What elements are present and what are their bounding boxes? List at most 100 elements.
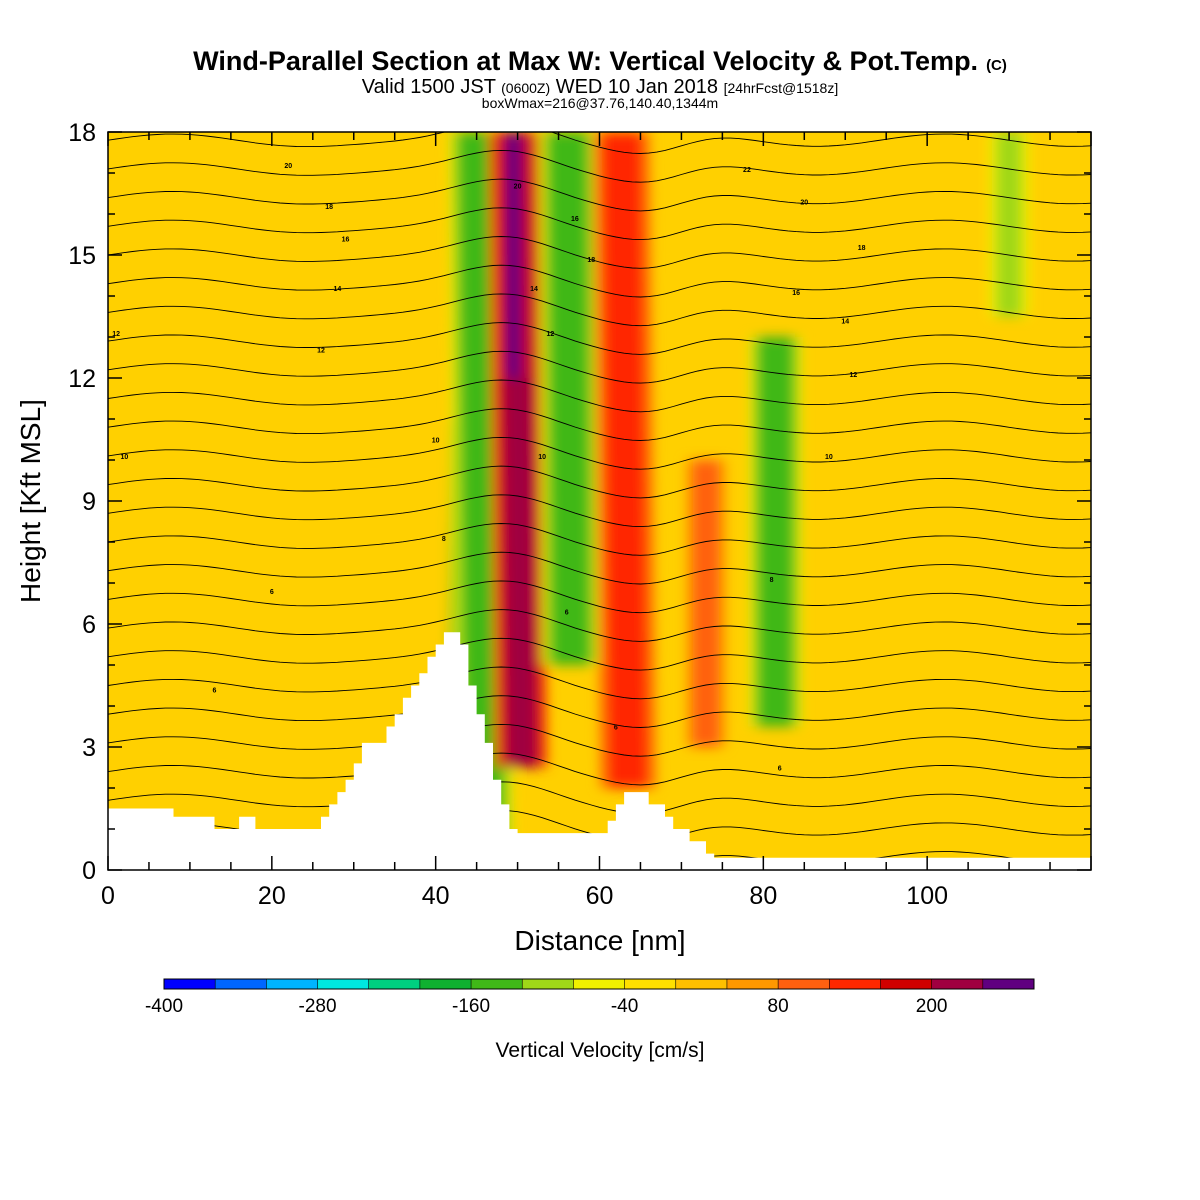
theta-contour <box>108 465 1091 499</box>
theta-contour <box>108 436 1091 470</box>
contour-label: 10 <box>825 454 833 461</box>
contour-label: 14 <box>333 286 341 293</box>
colorbar-swatch <box>726 979 779 989</box>
colorbar-swatch <box>522 979 574 989</box>
chart-subtitle: Valid 1500 JST (0600Z) WED 10 Jan 2018 [… <box>362 76 838 98</box>
x-tick-label: 100 <box>906 882 948 910</box>
colorbar-swatch <box>675 979 728 989</box>
theta-contour <box>108 637 1091 671</box>
contour-label: 6 <box>778 766 782 773</box>
contour-label: 12 <box>112 331 120 338</box>
contour-label: 14 <box>530 286 538 293</box>
theta-contour <box>108 695 1091 728</box>
x-tick-label: 0 <box>101 882 115 910</box>
contour-label: 18 <box>858 245 866 252</box>
theta-contour <box>108 523 1091 556</box>
colorbar-tick-label: -160 <box>452 996 490 1017</box>
contour-label: 20 <box>800 200 808 207</box>
contour-label: 16 <box>571 216 579 223</box>
vv-band <box>695 460 717 747</box>
y-tick-label: 9 <box>82 488 96 516</box>
theta-contour <box>108 350 1091 384</box>
contour-label: 20 <box>514 183 522 190</box>
vv-band <box>506 132 521 378</box>
contour-label: 12 <box>850 372 858 379</box>
vv-band <box>605 132 645 788</box>
theta-contour <box>108 207 1091 241</box>
contour-label: 20 <box>284 163 292 170</box>
colorbar-tick-labels: -400 -280 -160 -40 80 200 <box>145 996 948 1017</box>
contour-label: 6 <box>565 610 569 617</box>
colorbar-tick-label: 200 <box>916 996 948 1017</box>
colorbar-swatch <box>573 979 626 989</box>
colorbar-swatch <box>778 979 830 989</box>
colorbar-swatch <box>471 979 523 989</box>
colorbar-swatch <box>829 979 881 989</box>
theta-contour <box>108 609 1091 642</box>
colorbar-swatch <box>982 979 1035 989</box>
theta-contour <box>108 666 1091 700</box>
y-tick-label: 12 <box>68 365 96 393</box>
contour-label: 6 <box>213 688 217 695</box>
contour-label: 10 <box>432 438 440 445</box>
contour-label: 14 <box>841 319 849 326</box>
contour-label: 6 <box>270 589 274 596</box>
y-tick-labels: 0 3 6 9 12 15 18 <box>68 119 96 885</box>
contour-label: 12 <box>317 347 325 354</box>
theta-contour <box>108 494 1091 528</box>
vv-band <box>761 337 791 727</box>
contour-label: 12 <box>546 331 554 338</box>
colorbar-tick-label: -280 <box>299 996 337 1017</box>
theta-contour <box>108 408 1091 441</box>
colorbar-tick-label: 80 <box>768 996 789 1017</box>
y-tick-label: 0 <box>82 857 96 885</box>
chart-subtitle-2: boxWmax=216@37.76,140.40,1344m <box>482 95 718 111</box>
theta-contour <box>108 580 1091 614</box>
theta-contour <box>108 322 1091 355</box>
x-tick-label: 20 <box>258 882 286 910</box>
plot-area: 20 18 16 14 12 12 10 10 8 6 6 20 14 12 10 16 18 6 6 22 20 18 1… <box>108 132 1091 870</box>
contour-label: 10 <box>538 454 546 461</box>
theta-contour <box>108 236 1091 269</box>
vv-band <box>551 132 587 665</box>
x-tick-label: 40 <box>422 882 450 910</box>
theta-contour <box>108 781 1091 815</box>
x-tick-label: 60 <box>586 882 614 910</box>
y-tick-label: 3 <box>82 734 96 762</box>
theta-contour <box>108 178 1091 212</box>
contour-label: 8 <box>770 577 774 584</box>
colorbar-swatch <box>880 979 933 989</box>
contour-label: 18 <box>325 204 333 211</box>
terrain <box>108 632 1091 870</box>
contour-label: 16 <box>342 237 350 244</box>
colorbar-swatch <box>931 979 984 989</box>
contour-label: 18 <box>587 257 595 264</box>
theta-contour <box>108 752 1091 786</box>
theta-contour <box>108 723 1091 757</box>
x-axis-title: Distance [nm] <box>514 925 685 956</box>
axis-ticks <box>107 131 1092 871</box>
theta-contour <box>108 551 1091 585</box>
colorbar <box>163 978 1035 990</box>
chart-title: Wind-Parallel Section at Max W: Vertical… <box>193 46 1007 76</box>
vv-band <box>998 132 1020 317</box>
y-tick-label: 18 <box>68 119 96 147</box>
contour-label: 6 <box>614 725 618 732</box>
theta-contour <box>108 293 1091 327</box>
y-tick-label: 6 <box>82 611 96 639</box>
y-axis-title: Height [Kft MSL] <box>15 399 46 603</box>
contour-label: 16 <box>792 290 800 297</box>
colorbar-swatch <box>317 979 370 989</box>
contour-labels: 20 18 16 14 12 12 10 10 8 6 6 20 14 12 10 16 18 6 6 22 20 18 1… <box>112 163 866 773</box>
potential-temperature-contours <box>108 132 1091 870</box>
theta-contour <box>108 264 1091 298</box>
colorbar-frame <box>163 978 1035 990</box>
colorbar-tick-label: -40 <box>611 996 638 1017</box>
colorbar-swatch <box>368 979 421 989</box>
colorbar-swatch <box>624 979 677 989</box>
contour-label: 10 <box>120 454 128 461</box>
theta-contour <box>108 149 1091 183</box>
colorbar-swatch <box>419 979 472 989</box>
contour-label: 8 <box>442 536 446 543</box>
